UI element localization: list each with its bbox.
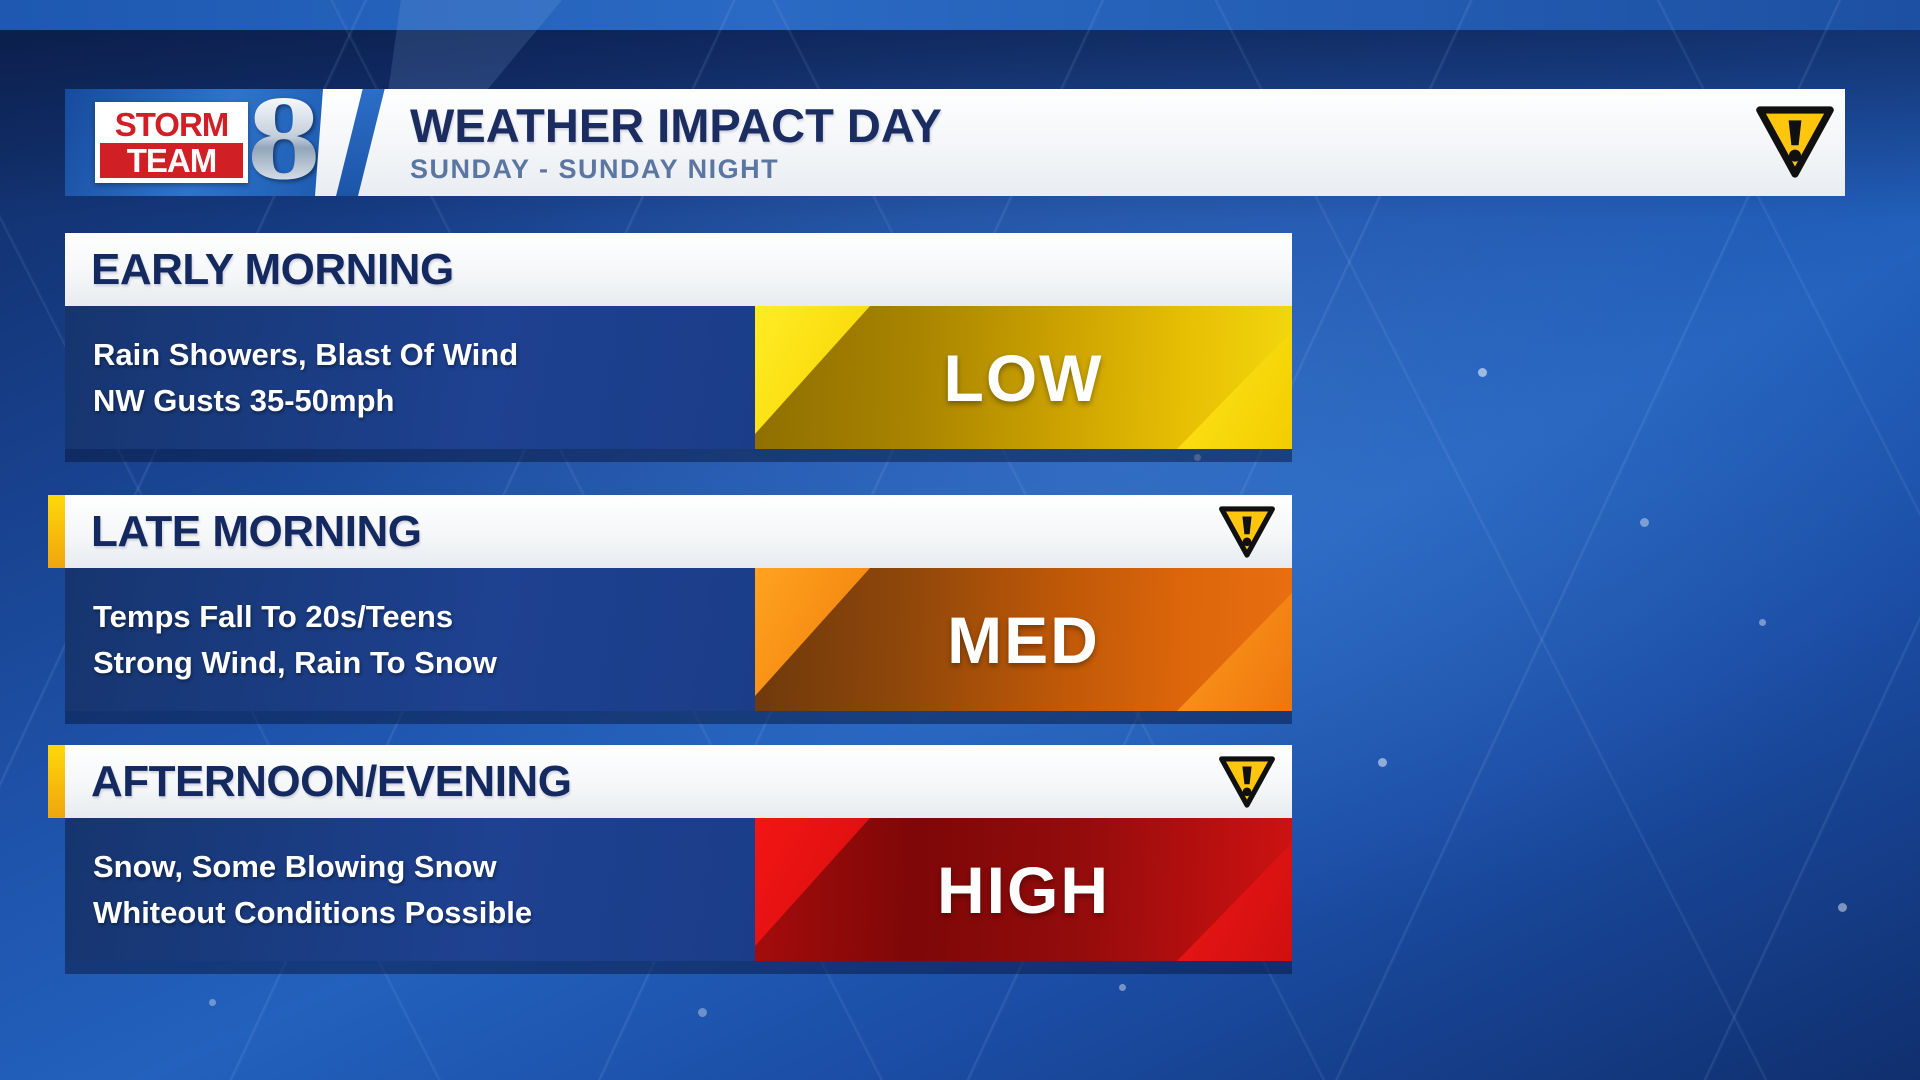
channel-8-logo: 8 (241, 89, 323, 196)
section-late-morning: LATE MORNING Temps Fall To 20s/Teens Str… (48, 495, 1292, 711)
impact-level-label: LOW (943, 340, 1104, 415)
section-body: Rain Showers, Blast Of Wind NW Gusts 35-… (65, 306, 1292, 449)
impact-level-badge-low: LOW (755, 306, 1292, 449)
description-line-2: NW Gusts 35-50mph (93, 382, 395, 418)
impact-level-label: HIGH (937, 852, 1110, 927)
section-period-label: EARLY MORNING (91, 244, 454, 294)
storm-team-logo-box: STORM TEAM (95, 102, 248, 183)
page-subtitle: SUNDAY - SUNDAY NIGHT (410, 153, 780, 184)
section-header: LATE MORNING (48, 495, 1292, 568)
header-titles: WEATHER IMPACT DAY SUNDAY - SUNDAY NIGHT (410, 89, 942, 196)
section-early-morning: EARLY MORNING Rain Showers, Blast Of Win… (65, 233, 1292, 449)
section-body: Temps Fall To 20s/Teens Strong Wind, Rai… (65, 568, 1292, 711)
storm-team-8-logo: STORM TEAM 8 (65, 89, 323, 196)
section-description: Rain Showers, Blast Of Wind NW Gusts 35-… (65, 306, 755, 449)
section-afternoon-evening: AFTERNOON/EVENING Snow, Some Blowing Sno… (48, 745, 1292, 961)
impact-level-badge-med: MED (755, 568, 1292, 711)
warning-triangle-icon (1218, 505, 1276, 558)
section-period-label: AFTERNOON/EVENING (91, 756, 572, 806)
page-title: WEATHER IMPACT DAY (410, 98, 942, 152)
background-snow-specks (0, 0, 5, 5)
section-period-label: LATE MORNING (91, 506, 422, 556)
section-header: EARLY MORNING (65, 233, 1292, 306)
description-line-1: Rain Showers, Blast Of Wind (93, 336, 519, 372)
section-description: Temps Fall To 20s/Teens Strong Wind, Rai… (65, 568, 755, 711)
description-line-2: Whiteout Conditions Possible (93, 894, 533, 930)
description-line-1: Snow, Some Blowing Snow (93, 848, 497, 884)
accent-strip (48, 745, 65, 818)
section-header: AFTERNOON/EVENING (48, 745, 1292, 818)
logo-team-text: TEAM (100, 142, 243, 178)
accent-strip (48, 495, 65, 568)
header-diagonal-slash (336, 89, 385, 196)
section-description: Snow, Some Blowing Snow Whiteout Conditi… (65, 818, 755, 961)
header-bar: STORM TEAM 8 WEATHER IMPACT DAY SUNDAY -… (65, 89, 1845, 196)
impact-level-badge-high: HIGH (755, 818, 1292, 961)
warning-triangle-icon (1755, 105, 1835, 179)
section-body: Snow, Some Blowing Snow Whiteout Conditi… (65, 818, 1292, 961)
logo-storm-text: STORM (100, 107, 243, 143)
impact-level-label: MED (947, 602, 1100, 677)
description-line-2: Strong Wind, Rain To Snow (93, 644, 497, 680)
background-top-band (0, 0, 1920, 30)
warning-triangle-icon (1218, 755, 1276, 808)
description-line-1: Temps Fall To 20s/Teens (93, 598, 454, 634)
